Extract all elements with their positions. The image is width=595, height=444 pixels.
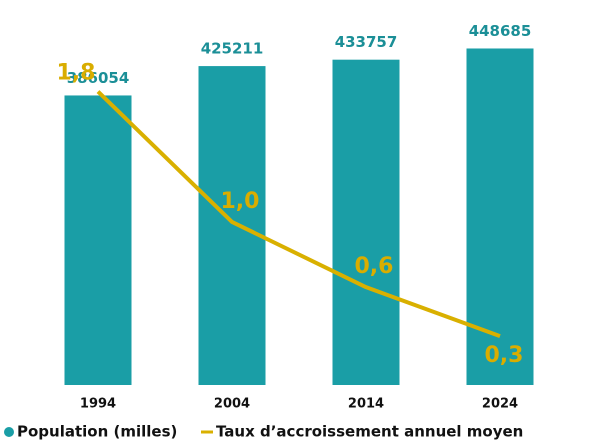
bar-value-label: 425211 <box>201 40 264 58</box>
bar-value-label: 448685 <box>469 22 532 40</box>
bar <box>64 95 132 385</box>
bar <box>198 66 266 386</box>
bar <box>332 59 400 385</box>
legend: Population (milles) Taux d’accroissement… <box>4 423 523 441</box>
x-tick-label: 1994 <box>80 397 116 412</box>
legend-label: Population (milles) <box>17 423 177 441</box>
x-tick-label: 2024 <box>482 397 518 412</box>
legend-marker <box>4 427 14 437</box>
line-value-label: 0,6 <box>355 254 394 279</box>
x-tick-label: 2014 <box>348 397 384 412</box>
bar-value-label: 386054 <box>67 69 130 87</box>
line <box>96 90 501 338</box>
line-value-label: 0,3 <box>485 343 524 368</box>
line-value-label: 1,0 <box>221 189 260 214</box>
line-value-label: 1,8 <box>57 61 96 86</box>
x-tick-label: 2004 <box>214 397 250 412</box>
legend-label: Taux d’accroissement annuel moyen <box>216 423 523 441</box>
bar-value-label: 433757 <box>335 33 398 51</box>
